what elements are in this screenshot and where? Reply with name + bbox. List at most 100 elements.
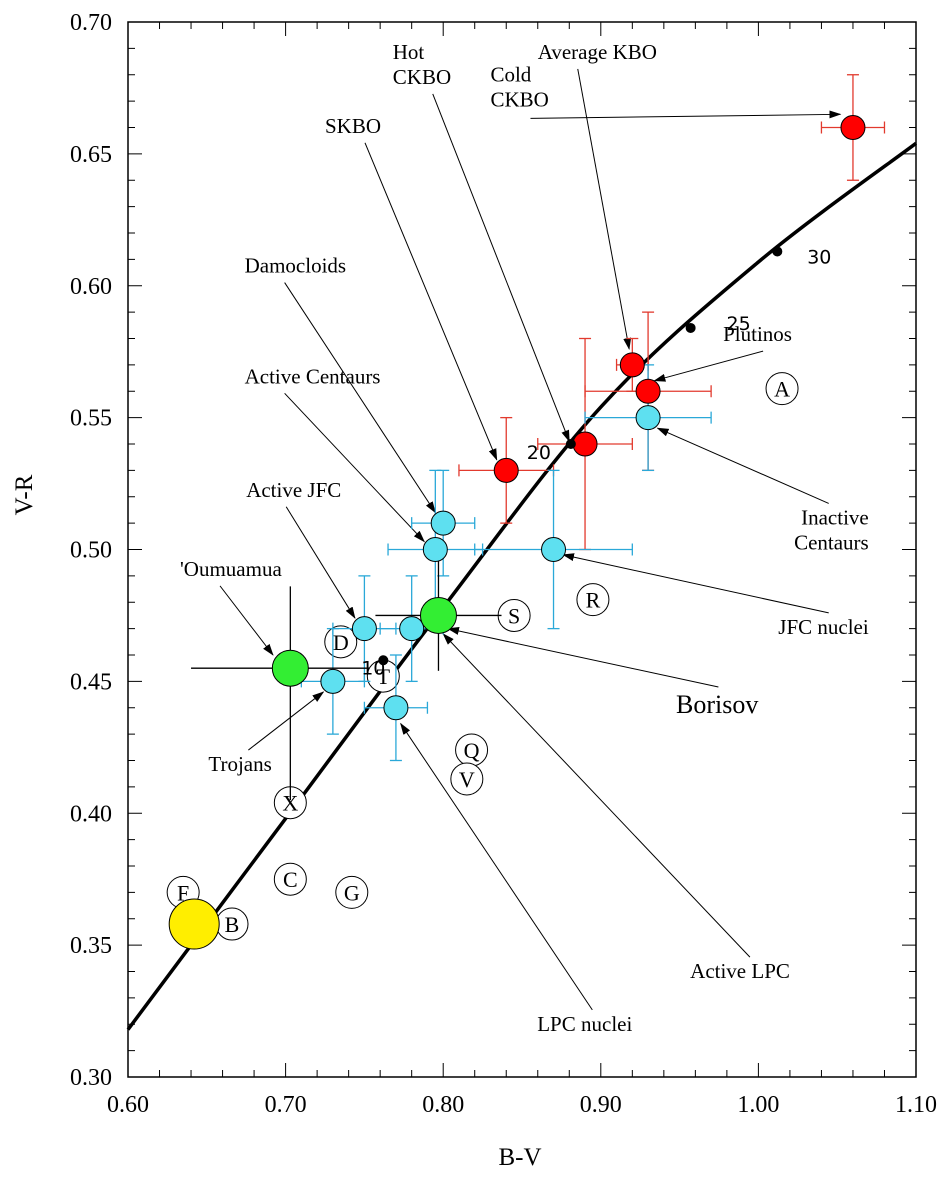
y-tick-label: 0.55	[70, 406, 112, 432]
annotation-arrow	[530, 110, 842, 119]
annotation-label: JFC nuclei	[778, 615, 869, 639]
annotation-arrow	[442, 633, 751, 958]
comet-point	[399, 616, 425, 642]
annotation-arrow	[561, 553, 829, 614]
reddening-curve-layer	[126, 141, 918, 1031]
annotation-arrow	[432, 93, 570, 443]
comet-point	[430, 510, 456, 536]
interstellar-point	[419, 596, 457, 634]
taxonomy-class-circle	[273, 862, 307, 896]
annotation-label-line: CKBO	[393, 65, 451, 89]
annotation-arrow	[577, 68, 632, 351]
comet-point	[320, 668, 346, 694]
annotation-label-line: JFC nuclei	[778, 615, 869, 639]
y-tick-label: 0.45	[70, 669, 112, 695]
y-tick-label: 0.60	[70, 274, 112, 300]
annotation-label-line: Active Centaurs	[245, 364, 381, 388]
comet-point	[541, 537, 567, 562]
annotation-label-line: Cold	[490, 62, 531, 86]
annotation-arrow	[653, 350, 764, 382]
curve-marker-label: 30	[807, 246, 831, 268]
taxonomy-class-label: C	[283, 867, 298, 892]
annotation-label: Borisov	[676, 690, 758, 719]
y-tick-label: 0.70	[70, 10, 112, 36]
taxonomy-class-label: R	[586, 588, 601, 613]
y-tick-label: 0.35	[70, 933, 112, 959]
annotation-label: Active Centaurs	[245, 364, 381, 388]
annotation-arrow	[284, 392, 425, 543]
taxonomy-class-label: F	[177, 880, 189, 905]
annotation-label-line: Active JFC	[246, 478, 341, 502]
y-tick-label: 0.50	[70, 538, 112, 564]
annotation-arrow	[364, 142, 498, 461]
annotation-arrow	[285, 506, 356, 619]
annotation-label-line: Trojans	[208, 752, 271, 776]
curve-marker-label: 20	[527, 442, 551, 464]
annotation-label-line: Plutinos	[723, 322, 792, 346]
taxonomy-class-circle	[765, 372, 799, 406]
curve-marker-dot	[772, 246, 783, 257]
annotation-label: Active JFC	[246, 478, 341, 502]
x-tick-label: 1.10	[895, 1092, 937, 1118]
annotation-arrow	[656, 427, 829, 504]
annotation-arrow	[446, 627, 719, 688]
x-tick-label: 0.60	[107, 1092, 149, 1118]
annotation-label: Hot CKBO	[393, 40, 451, 89]
annotation-label-line: 'Oumuamua	[180, 557, 282, 581]
sun-point	[168, 898, 220, 950]
comet-point	[635, 405, 661, 431]
annotation-label: Average KBO	[538, 40, 657, 64]
curve-marker-dot	[378, 655, 389, 666]
kbo-point	[493, 457, 519, 483]
x-tick-label: 1.00	[737, 1092, 779, 1118]
taxonomy-class-label: V	[459, 767, 475, 792]
axes: 0.60 0.70 0.80 0.90 1.00 1.10 0.30 0.35 0.40 0.45…	[70, 10, 937, 1118]
y-tick-label: 0.30	[70, 1065, 112, 1091]
kbo-point	[572, 431, 598, 457]
annotation-arrows	[219, 68, 842, 1011]
error-bars	[191, 74, 886, 801]
annotation-label: SKBO	[325, 114, 381, 138]
annotation-label: Trojans	[208, 752, 271, 776]
annotation-label-line: SKBO	[325, 114, 381, 138]
kbo-point	[840, 115, 866, 140]
annotation-label: LPC nuclei	[537, 1012, 632, 1036]
curve-marker-label: 25	[727, 313, 751, 335]
curve-marker-dot	[685, 322, 696, 333]
taxonomy-class-circle	[450, 762, 484, 796]
x-tick-label: 0.80	[422, 1092, 464, 1118]
taxonomy-class-label: S	[508, 603, 520, 628]
taxonomy-class-label: G	[344, 880, 360, 905]
taxonomy-class-circle	[335, 875, 369, 909]
taxonomy-class-label: X	[282, 791, 298, 816]
annotation-label-line: Average KBO	[538, 40, 657, 64]
curve-marker-label: 10	[361, 657, 385, 679]
y-tick-label: 0.65	[70, 142, 112, 168]
annotation-label: Plutinos	[723, 322, 792, 346]
annotation-label-line: Borisov	[676, 690, 758, 719]
annotation-label-line: Inactive	[801, 505, 869, 529]
kbo-point	[619, 352, 645, 378]
annotation-arrow	[400, 722, 593, 1011]
annotation-arrow	[284, 282, 436, 514]
taxonomy-class-circle	[576, 583, 610, 617]
annotation-label-line: Damocloids	[245, 254, 346, 278]
reddening-curve	[126, 141, 918, 1031]
annotation-label-line: Centaurs	[794, 530, 869, 554]
curve-marker-dot	[565, 439, 576, 449]
taxonomy-classes: A R S D T QV X C G F B	[166, 372, 799, 941]
annotation-label-line: Active LPC	[690, 959, 790, 983]
annotation-label: Cold CKBO	[490, 62, 548, 111]
taxonomy-class-label: Q	[464, 738, 480, 763]
annotation-label-line: LPC nuclei	[537, 1012, 632, 1036]
annotation-label: Inactive Centaurs	[794, 505, 869, 554]
x-tick-label: 0.90	[580, 1092, 622, 1118]
annotation-arrow	[219, 585, 274, 656]
x-tick-label: 0.70	[265, 1092, 307, 1118]
taxonomy-class-label: B	[225, 912, 240, 937]
x-axis-title: B-V	[498, 1144, 541, 1171]
comet-point	[351, 616, 377, 642]
kbo-point	[635, 378, 661, 404]
